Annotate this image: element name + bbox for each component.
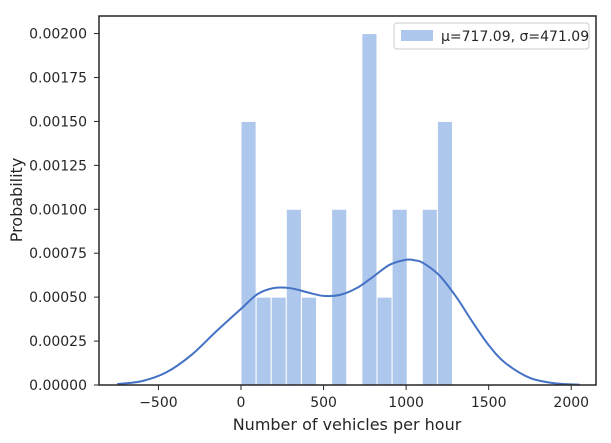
x-axis-label: Number of vehicles per hour: [233, 415, 462, 434]
y-axis-label: Probability: [7, 158, 26, 243]
plot-frame: [98, 15, 597, 386]
histogram-bar: [270, 296, 287, 386]
x-tick-label: −500: [139, 395, 177, 411]
legend: μ=717.09, σ=471.09: [393, 22, 590, 50]
y-tick-label: 0.00100: [29, 202, 87, 218]
histogram-bar: [331, 208, 348, 386]
y-tick-label: 0.00150: [29, 114, 87, 130]
plot-area: [117, 33, 580, 386]
y-tick-label: 0.00125: [29, 158, 87, 174]
kde-curve: [117, 258, 580, 386]
legend-swatch: [401, 30, 433, 41]
histogram-bar: [255, 296, 272, 386]
histogram-bar: [436, 120, 454, 386]
legend-box: [393, 22, 590, 50]
histogram-bar: [376, 296, 393, 386]
y-tick-label: 0.00025: [29, 334, 87, 350]
x-tick-label: 500: [310, 395, 337, 411]
histogram-bar: [421, 208, 438, 386]
y-tick-label: 0.00050: [29, 290, 87, 306]
histogram-bar: [391, 208, 408, 386]
histogram-bar: [240, 120, 257, 386]
x-axis-ticks: −500 0 500 1000 1500 2000: [139, 385, 589, 411]
histogram-bar: [361, 33, 378, 386]
y-tick-label: 0.00175: [29, 71, 87, 87]
legend-label: μ=717.09, σ=471.09: [441, 29, 589, 45]
histogram-bar: [300, 296, 318, 386]
y-tick-label: 0.00075: [29, 246, 87, 262]
x-tick-label: 2000: [553, 395, 589, 411]
y-tick-label: 0.00200: [29, 27, 87, 43]
y-tick-label: 0.00000: [29, 378, 87, 394]
x-tick-label: 1000: [388, 395, 424, 411]
x-tick-label: 0: [237, 395, 246, 411]
y-axis-ticks: 0.00000 0.00025 0.00050 0.00075 0.00100 0.001…: [29, 27, 99, 394]
x-tick-label: 1500: [471, 395, 507, 411]
histogram-bar: [285, 208, 302, 386]
